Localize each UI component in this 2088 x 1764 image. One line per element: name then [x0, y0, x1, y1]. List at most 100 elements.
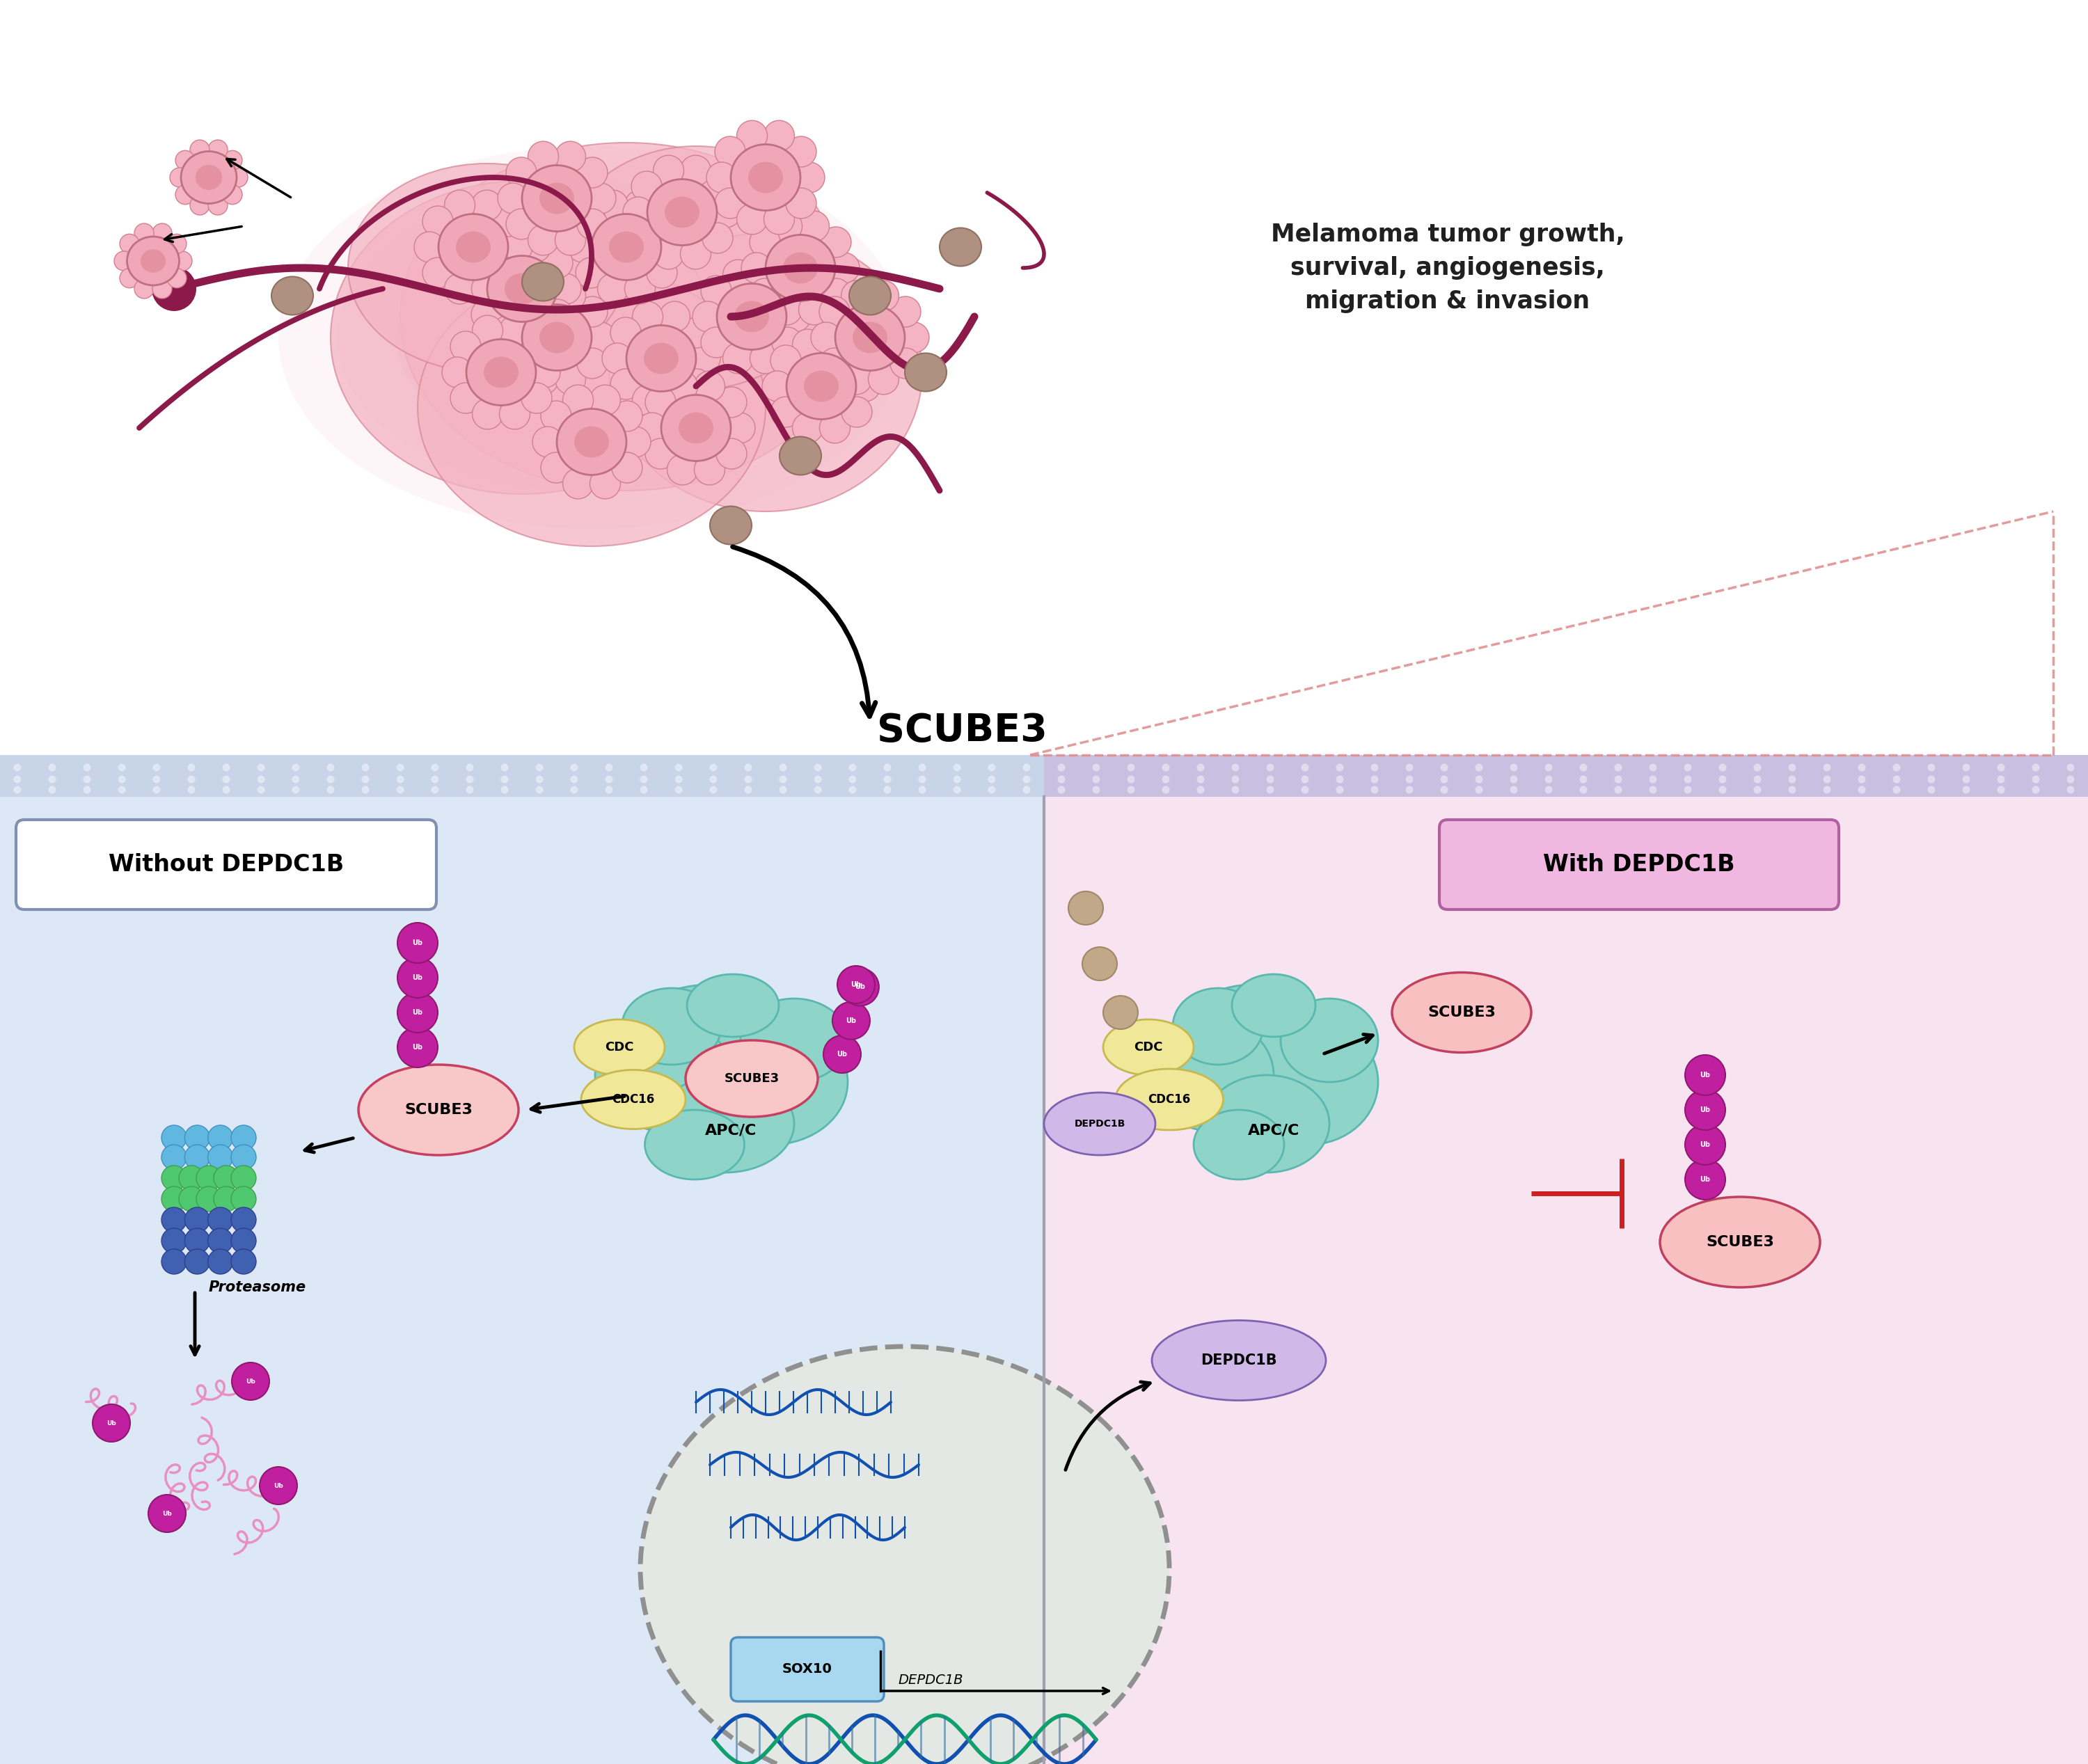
Circle shape — [48, 776, 56, 783]
Circle shape — [716, 386, 748, 418]
Circle shape — [119, 268, 140, 288]
Ellipse shape — [505, 273, 539, 305]
Circle shape — [184, 1249, 209, 1274]
Circle shape — [597, 191, 628, 220]
Circle shape — [810, 323, 841, 353]
Ellipse shape — [787, 353, 856, 420]
Ellipse shape — [852, 321, 887, 353]
Circle shape — [1163, 764, 1169, 771]
Circle shape — [232, 1207, 257, 1233]
Circle shape — [541, 452, 572, 483]
Circle shape — [196, 1187, 221, 1212]
Ellipse shape — [397, 219, 787, 457]
Circle shape — [793, 330, 823, 360]
Circle shape — [722, 259, 754, 291]
Circle shape — [472, 399, 503, 429]
Circle shape — [213, 1166, 238, 1191]
Circle shape — [1963, 787, 1971, 794]
Circle shape — [422, 258, 453, 288]
Circle shape — [1927, 776, 1936, 783]
Circle shape — [2067, 764, 2073, 771]
Circle shape — [841, 968, 879, 1005]
Circle shape — [606, 787, 614, 794]
Ellipse shape — [1660, 1198, 1821, 1288]
Circle shape — [1336, 764, 1345, 771]
Ellipse shape — [940, 228, 981, 266]
Circle shape — [814, 787, 823, 794]
Circle shape — [821, 228, 852, 258]
Circle shape — [818, 296, 850, 326]
Text: SOX10: SOX10 — [783, 1663, 833, 1676]
Circle shape — [292, 776, 301, 783]
Circle shape — [1545, 776, 1551, 783]
Circle shape — [188, 764, 196, 771]
Circle shape — [883, 764, 892, 771]
FancyBboxPatch shape — [1439, 820, 1840, 910]
Circle shape — [499, 399, 530, 429]
Circle shape — [889, 296, 921, 326]
Circle shape — [2032, 787, 2040, 794]
FancyBboxPatch shape — [17, 820, 436, 910]
Circle shape — [1823, 764, 1831, 771]
Circle shape — [645, 439, 677, 469]
Circle shape — [773, 275, 802, 307]
Ellipse shape — [685, 1041, 818, 1117]
Circle shape — [773, 326, 802, 358]
Circle shape — [814, 776, 823, 783]
Circle shape — [1441, 764, 1449, 771]
Circle shape — [829, 252, 860, 284]
Ellipse shape — [610, 231, 643, 263]
Circle shape — [535, 776, 543, 783]
Circle shape — [543, 300, 572, 330]
Circle shape — [770, 397, 802, 427]
Circle shape — [702, 222, 733, 254]
Circle shape — [576, 157, 608, 187]
Circle shape — [597, 273, 628, 303]
Circle shape — [660, 302, 689, 332]
Circle shape — [1023, 764, 1031, 771]
Circle shape — [361, 776, 370, 783]
Circle shape — [1545, 764, 1551, 771]
Text: Melamoma tumor growth,
survival, angiogenesis,
migration & invasion: Melamoma tumor growth, survival, angioge… — [1272, 222, 1624, 312]
Circle shape — [674, 787, 683, 794]
Circle shape — [522, 383, 551, 413]
Circle shape — [184, 1207, 209, 1233]
Circle shape — [541, 400, 572, 432]
Circle shape — [451, 383, 480, 413]
Circle shape — [1685, 1090, 1725, 1131]
Circle shape — [1405, 776, 1414, 783]
Circle shape — [1545, 787, 1551, 794]
Circle shape — [1963, 764, 1971, 771]
Circle shape — [432, 787, 438, 794]
Circle shape — [798, 212, 829, 242]
Circle shape — [919, 764, 927, 771]
Circle shape — [624, 191, 656, 220]
Circle shape — [710, 198, 741, 228]
Circle shape — [798, 295, 829, 325]
Circle shape — [1858, 764, 1867, 771]
Circle shape — [750, 228, 781, 258]
Ellipse shape — [1115, 1069, 1224, 1131]
Circle shape — [656, 231, 685, 263]
Circle shape — [190, 196, 209, 215]
Circle shape — [1650, 776, 1658, 783]
Text: CDC16: CDC16 — [612, 1094, 656, 1106]
Circle shape — [622, 198, 654, 228]
Circle shape — [228, 168, 248, 187]
Circle shape — [328, 787, 334, 794]
Ellipse shape — [466, 339, 537, 406]
Circle shape — [1754, 776, 1760, 783]
Ellipse shape — [850, 277, 892, 316]
Circle shape — [606, 764, 614, 771]
Circle shape — [48, 787, 56, 794]
Circle shape — [505, 348, 537, 379]
Circle shape — [472, 191, 501, 220]
Circle shape — [1405, 787, 1414, 794]
Circle shape — [1232, 764, 1240, 771]
Circle shape — [793, 413, 823, 443]
Circle shape — [1683, 776, 1691, 783]
Circle shape — [499, 316, 530, 346]
Circle shape — [259, 1468, 296, 1505]
Circle shape — [1372, 764, 1378, 771]
Circle shape — [257, 787, 265, 794]
